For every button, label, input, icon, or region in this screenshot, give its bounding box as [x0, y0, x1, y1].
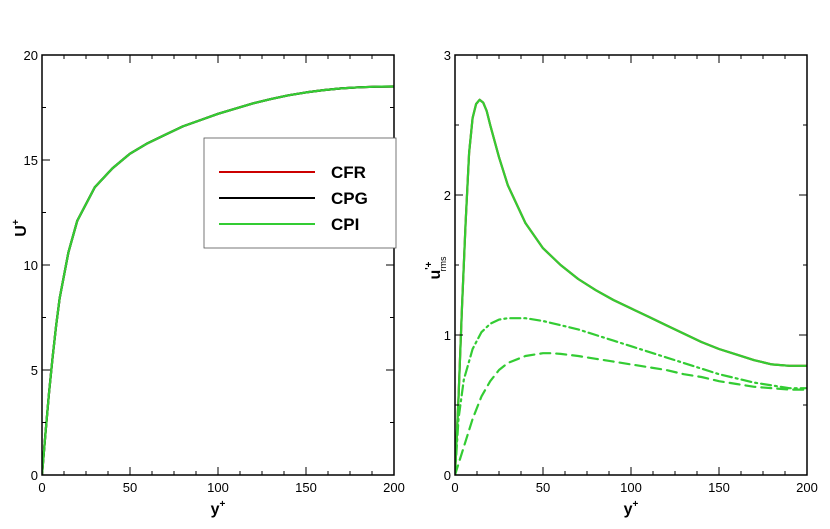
left-x-tick-label: 0 — [38, 480, 45, 495]
right-y-tick-label: 3 — [444, 48, 451, 63]
right-series-line-0 — [455, 98, 807, 475]
left-y-tick-label: 15 — [24, 153, 38, 168]
rms-fluctuation-plot: 0 50 100 150 200 0 1 2 3 y+ u'+ rms — [424, 48, 818, 518]
right-plot-frame — [454, 54, 808, 476]
right-x-tick-label: 0 — [451, 480, 458, 495]
right-y-tick-label: 1 — [444, 328, 451, 343]
legend-label-cfr: CFR — [331, 163, 366, 182]
legend-label-cpg: CPG — [331, 189, 368, 208]
right-x-tick-label: 50 — [536, 480, 550, 495]
right-axis-ticks: 0 50 100 150 200 0 1 2 3 — [444, 48, 818, 495]
legend: CFR CPG CPI — [203, 137, 397, 249]
left-x-tick-label: 50 — [123, 480, 137, 495]
left-y-axis-label: U+ — [11, 219, 30, 237]
left-x-tick-label: 150 — [295, 480, 317, 495]
right-y-tick-label: 2 — [444, 188, 451, 203]
left-y-tick-label: 10 — [24, 258, 38, 273]
right-x-tick-label: 100 — [620, 480, 642, 495]
left-x-tick-label: 100 — [207, 480, 229, 495]
left-axis-ticks: 0 50 100 150 200 0 5 10 15 20 — [24, 48, 405, 495]
right-y-tick-label: 0 — [444, 468, 451, 483]
left-plot-frame — [41, 54, 395, 476]
right-x-axis-label: y+ — [624, 499, 639, 518]
svg-text:u'+rms: u'+ rms — [424, 256, 448, 279]
rms-series-lines — [455, 98, 807, 475]
right-series-line-3 — [455, 352, 807, 475]
legend-label-cpi: CPI — [331, 215, 359, 234]
right-series-line-2 — [455, 317, 807, 475]
right-x-tick-label: 200 — [796, 480, 818, 495]
left-x-axis-label: y+ — [211, 499, 226, 518]
left-y-tick-label: 20 — [24, 48, 38, 63]
left-y-tick-label: 0 — [31, 468, 38, 483]
left-y-tick-label: 5 — [31, 363, 38, 378]
right-y-axis-label: u'+ rms — [424, 256, 448, 279]
legend-box — [203, 137, 397, 249]
velocity-series-lines — [42, 85, 394, 475]
left-series-line-2 — [42, 85, 394, 475]
right-series-line-1 — [455, 98, 807, 475]
left-x-tick-label: 200 — [383, 480, 405, 495]
right-x-tick-label: 150 — [708, 480, 730, 495]
velocity-profile-plot: 0 50 100 150 200 0 5 10 15 20 y+ U+ CFR CPG CPI — [11, 48, 405, 518]
